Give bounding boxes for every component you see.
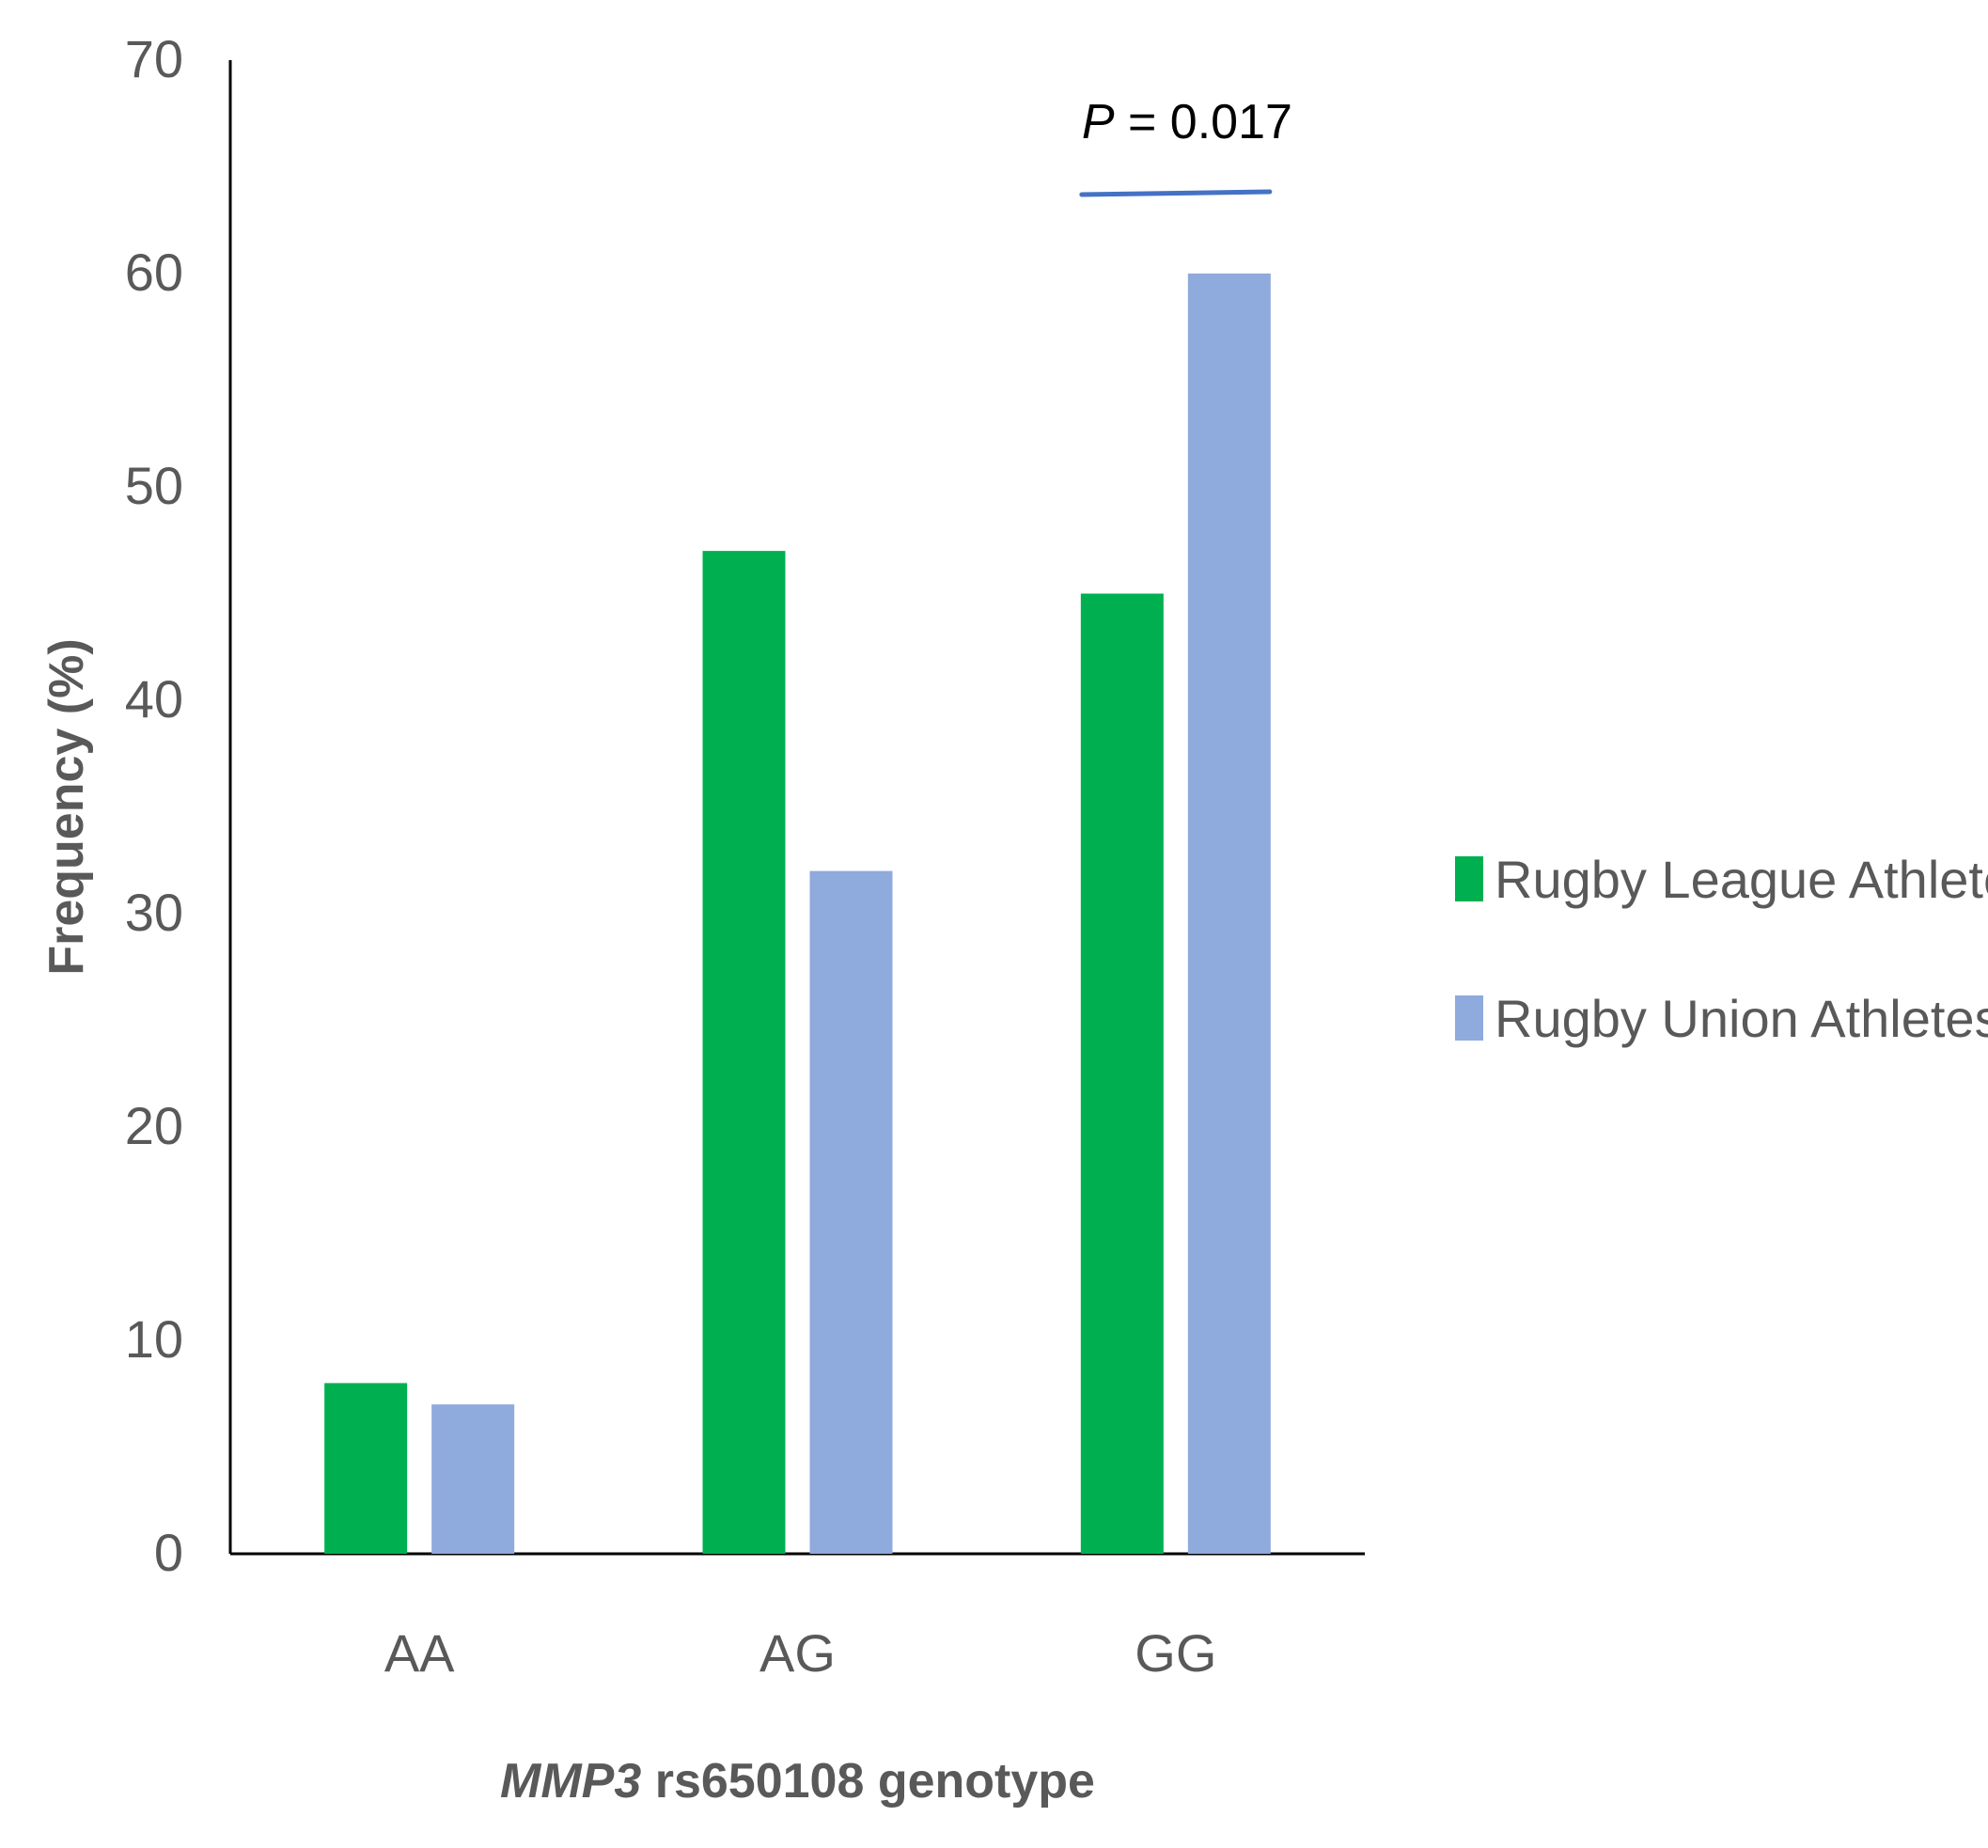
x-tick-label: AA — [384, 1623, 455, 1683]
x-axis-title: MMP3 rs650108 genotype — [500, 1754, 1095, 1809]
y-tick-label: 30 — [125, 883, 183, 942]
y-tick-label: 10 — [125, 1309, 183, 1369]
y-tick-label: 60 — [125, 243, 183, 302]
legend-label: Rugby Union Athletes — [1495, 989, 1988, 1048]
x-axis-title-rest: rs650108 genotype — [641, 1754, 1095, 1809]
y-axis-title: Frequency (%) — [39, 638, 94, 975]
x-axis-title-gene: MMP3 — [500, 1754, 641, 1809]
bar — [431, 1404, 515, 1554]
y-tick-label: 40 — [125, 669, 183, 728]
bar — [702, 551, 786, 1554]
bar — [1187, 274, 1271, 1554]
legend-label: Rugby League Athletes — [1495, 850, 1988, 909]
y-tick-label: 20 — [125, 1096, 183, 1155]
p-value-symbol: P — [1082, 95, 1115, 149]
x-tick-label: GG — [1135, 1623, 1216, 1683]
p-value-number: = 0.017 — [1115, 95, 1292, 149]
y-tick-label: 50 — [125, 456, 183, 515]
p-value-label: P = 0.017 — [1082, 95, 1292, 149]
legend-swatch — [1455, 995, 1483, 1041]
bar — [324, 1383, 408, 1554]
legend: Rugby League Athletes Rugby Union Athlete… — [1455, 850, 1988, 1048]
bar — [1080, 593, 1164, 1554]
axes — [228, 60, 1365, 1556]
bars — [324, 274, 1271, 1554]
x-tick-label: AG — [759, 1623, 836, 1683]
legend-swatch — [1455, 856, 1483, 901]
significance-line — [1079, 189, 1273, 197]
y-tick-label: 70 — [125, 29, 183, 88]
bar — [809, 870, 893, 1554]
labels: 0 10 20 30 40 50 60 70 AA AG GG Frequency (%) MMP3 r… — [39, 29, 1216, 1809]
y-tick-label: 0 — [154, 1523, 183, 1582]
annotation: P = 0.017 — [1079, 95, 1292, 197]
